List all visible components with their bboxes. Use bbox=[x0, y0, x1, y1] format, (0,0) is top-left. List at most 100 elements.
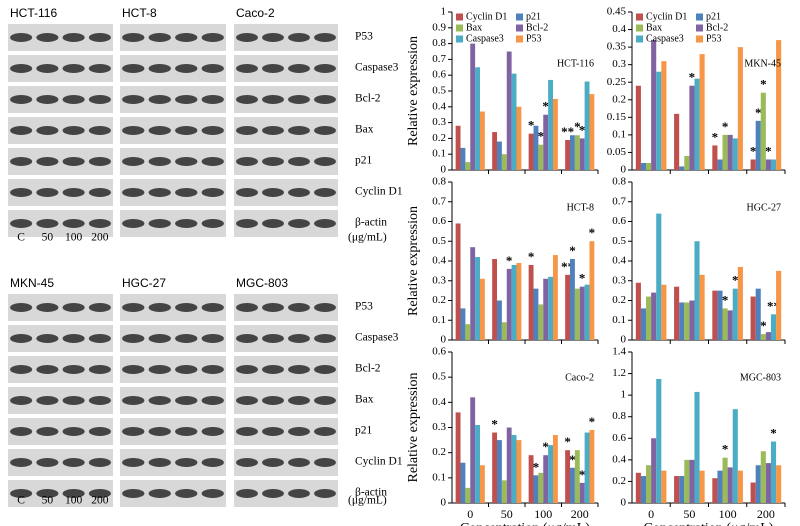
blot-band bbox=[88, 458, 111, 467]
significance-label: * bbox=[542, 99, 549, 114]
blot-band bbox=[201, 188, 224, 197]
bar bbox=[543, 455, 549, 503]
blot-band bbox=[62, 489, 85, 498]
blot-band bbox=[88, 188, 111, 197]
bar bbox=[651, 40, 657, 170]
bar bbox=[543, 278, 549, 340]
bar bbox=[516, 106, 522, 170]
y-tick-label: 0.3 bbox=[432, 421, 446, 433]
y-axis-label: Relative expression bbox=[406, 36, 421, 146]
blot-band bbox=[122, 489, 145, 498]
blot-band bbox=[122, 64, 145, 73]
y-tick-label: 0.6 bbox=[612, 215, 626, 227]
bar bbox=[479, 278, 485, 340]
blot-band bbox=[236, 427, 258, 436]
significance-label: * bbox=[722, 442, 729, 457]
significance-label: * bbox=[760, 77, 767, 92]
y-axis-label: Relative expression bbox=[406, 372, 421, 482]
blot-band bbox=[122, 126, 145, 135]
bar bbox=[674, 113, 680, 170]
chart-title: MKN-45 bbox=[744, 58, 781, 69]
bar bbox=[674, 476, 680, 503]
concentration-label: C bbox=[17, 495, 25, 507]
blot-band bbox=[148, 64, 171, 73]
protein-label: Caspase3 bbox=[355, 332, 399, 344]
y-tick-label: 0.2 bbox=[612, 294, 626, 306]
bar bbox=[776, 270, 782, 340]
bar bbox=[589, 241, 595, 340]
blot-band bbox=[236, 396, 258, 405]
significance-label: * bbox=[569, 452, 576, 467]
blot-band bbox=[262, 334, 284, 343]
blot-band bbox=[10, 33, 33, 42]
blot-band bbox=[148, 95, 171, 104]
significance-label: * bbox=[528, 249, 535, 264]
legend-swatch bbox=[696, 35, 703, 43]
protein-label: β-actin bbox=[355, 487, 387, 499]
concentration-label: 50 bbox=[42, 495, 54, 507]
bar bbox=[584, 284, 590, 340]
significance-label: * bbox=[589, 225, 596, 240]
blot-band bbox=[10, 95, 33, 104]
blot-band bbox=[201, 334, 224, 343]
bar bbox=[699, 274, 705, 340]
bar bbox=[565, 274, 571, 340]
blot-band bbox=[201, 365, 224, 374]
blot-band bbox=[10, 219, 33, 228]
bar bbox=[722, 457, 728, 503]
blot-band bbox=[201, 427, 224, 436]
bar bbox=[465, 487, 471, 503]
bar bbox=[492, 259, 498, 340]
blot-band bbox=[201, 64, 224, 73]
blot-band bbox=[10, 303, 33, 312]
blot-band bbox=[201, 33, 224, 42]
y-tick-label: 0.8 bbox=[612, 410, 626, 422]
y-tick-label: 0.2 bbox=[612, 93, 626, 105]
blot-band bbox=[122, 396, 145, 405]
bar bbox=[679, 166, 685, 170]
blot-band bbox=[201, 489, 224, 498]
significance-label: * bbox=[491, 417, 498, 432]
blot-band bbox=[314, 33, 336, 42]
bar bbox=[750, 482, 756, 503]
protein-label: β-actin bbox=[355, 217, 387, 229]
blot-band bbox=[148, 365, 171, 374]
blot-band bbox=[288, 365, 310, 374]
legend-swatch bbox=[456, 13, 463, 21]
bar bbox=[475, 257, 480, 340]
bar bbox=[699, 54, 705, 171]
blot-band bbox=[148, 334, 171, 343]
bar bbox=[635, 472, 641, 503]
significance-label: * bbox=[722, 292, 729, 307]
bar bbox=[694, 241, 700, 340]
y-tick-label: 0.1 bbox=[432, 314, 446, 326]
y-tick-label: 0.2 bbox=[432, 294, 446, 306]
bar bbox=[528, 264, 534, 340]
bar bbox=[538, 304, 544, 340]
y-axis-label: Relative expression bbox=[406, 206, 421, 316]
bar bbox=[552, 435, 558, 503]
significance-label: * bbox=[564, 434, 571, 449]
bar bbox=[712, 290, 718, 340]
x-tick-label: 0 bbox=[648, 507, 654, 521]
chart-title: HCT-8 bbox=[567, 202, 594, 213]
y-tick-label: 0.7 bbox=[612, 195, 626, 207]
blot-band bbox=[88, 334, 111, 343]
blot-band bbox=[88, 64, 111, 73]
blot-band bbox=[36, 489, 59, 498]
blot-band bbox=[122, 334, 145, 343]
legend-swatch bbox=[456, 35, 463, 43]
legend-swatch bbox=[696, 24, 703, 32]
bar bbox=[538, 144, 544, 170]
legend-swatch bbox=[456, 24, 463, 32]
blot-band bbox=[288, 95, 310, 104]
y-tick-label: 0.6 bbox=[432, 346, 446, 358]
x-tick-label: 50 bbox=[501, 507, 513, 521]
bar bbox=[470, 43, 476, 170]
blot-band bbox=[288, 427, 310, 436]
bar bbox=[661, 61, 667, 170]
blot-band bbox=[175, 334, 198, 343]
y-tick-label: 0.7 bbox=[432, 195, 446, 207]
blot-band bbox=[288, 303, 310, 312]
